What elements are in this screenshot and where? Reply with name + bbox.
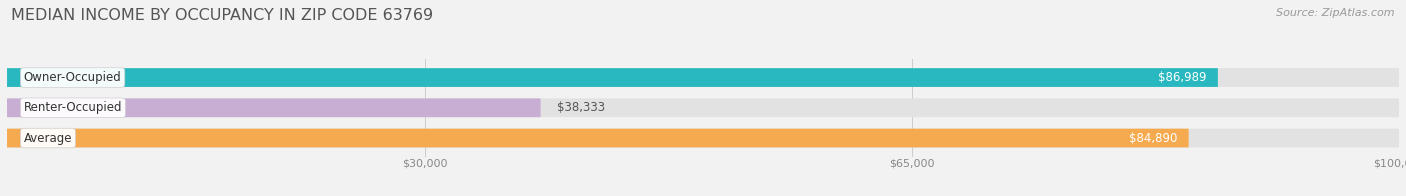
Text: Owner-Occupied: Owner-Occupied [24, 71, 121, 84]
Text: $84,890: $84,890 [1129, 132, 1177, 144]
Text: $38,333: $38,333 [557, 101, 606, 114]
Text: MEDIAN INCOME BY OCCUPANCY IN ZIP CODE 63769: MEDIAN INCOME BY OCCUPANCY IN ZIP CODE 6… [11, 8, 433, 23]
FancyBboxPatch shape [7, 68, 1218, 87]
Text: Average: Average [24, 132, 72, 144]
FancyBboxPatch shape [7, 68, 1399, 87]
FancyBboxPatch shape [7, 98, 1399, 117]
FancyBboxPatch shape [7, 129, 1188, 147]
Text: Source: ZipAtlas.com: Source: ZipAtlas.com [1277, 8, 1395, 18]
FancyBboxPatch shape [7, 98, 540, 117]
Text: $86,989: $86,989 [1159, 71, 1206, 84]
Text: Renter-Occupied: Renter-Occupied [24, 101, 122, 114]
FancyBboxPatch shape [7, 129, 1399, 147]
